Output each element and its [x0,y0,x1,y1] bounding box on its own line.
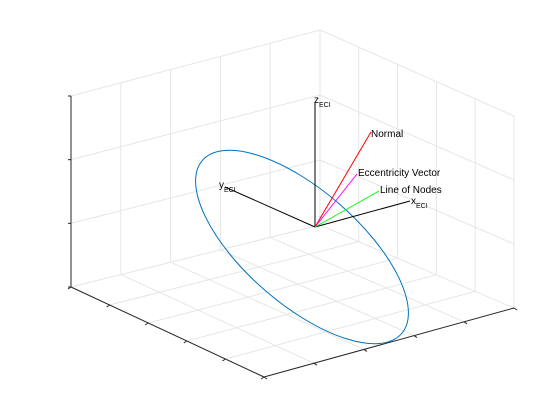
box-edge [70,224,321,288]
y-tick [222,358,226,362]
box-edge [70,29,321,97]
y-tick [144,322,149,326]
right-wall-grid-line [319,94,515,181]
y-tick [183,340,188,344]
floor-grid-line [186,274,437,342]
orbit-layer [195,149,409,345]
normal-label: Normal [371,129,403,140]
x-tick [513,307,518,311]
x-axis-label: xECI [411,196,428,210]
x-tick [263,376,268,380]
x-axis-line [263,307,515,378]
z-axis-label: zECI [314,95,331,109]
eccentricity-vector-label: Eccentricity Vector [358,168,441,179]
x-tick [463,321,468,325]
x-tick [313,362,318,366]
floor-grid-line [170,261,365,350]
box-edge [319,224,515,309]
floor-grid-line [220,249,415,337]
normal-vector [314,131,372,228]
right-wall-grid-line [319,159,515,245]
y-eci-axis [224,186,316,228]
y-axis-label: yECI [219,180,236,194]
grid-layer [70,29,515,364]
eccentricity-vector [314,173,358,228]
left-wall-grid-line [70,94,321,161]
vector-layer [224,102,411,228]
x-tick [363,348,368,352]
axes-box [70,96,515,378]
y-axis-line [70,286,265,378]
tick-marks [67,95,518,380]
left-wall-grid-line [70,159,321,224]
line-of-nodes-label: Line of Nodes [380,185,442,196]
x-eci-axis [314,200,411,228]
floor-grid-line [148,257,398,324]
floor-grid-line [109,241,359,306]
box-edge [319,29,515,117]
line-of-nodes-vector [314,190,380,228]
y-tick [106,304,110,308]
floor-grid-line [225,290,476,360]
floor-grid-line [120,274,315,364]
y-tick [260,376,265,380]
floor-grid-line [270,236,465,323]
x-tick [413,335,418,339]
orbit-path [195,149,409,345]
